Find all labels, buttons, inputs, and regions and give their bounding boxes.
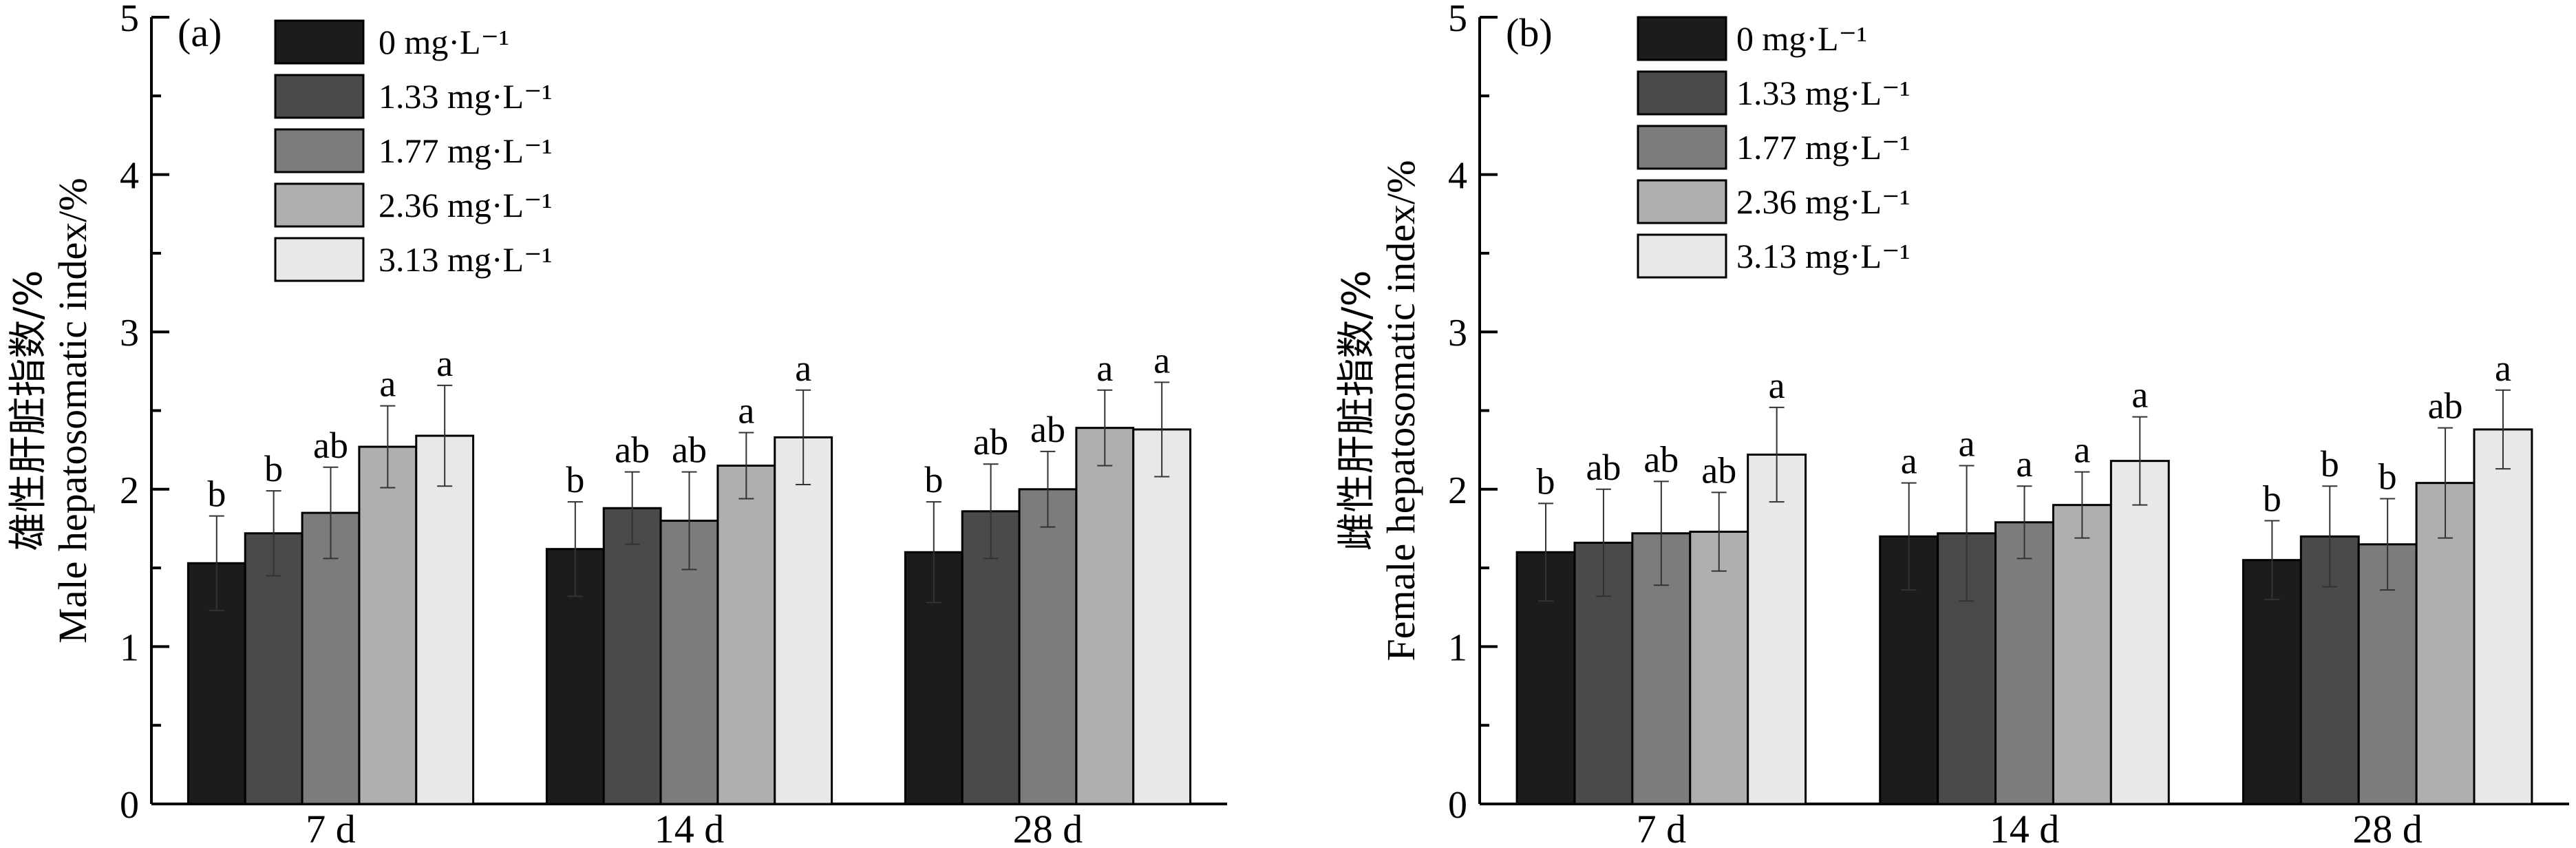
y-axis-label-english: Male hepatosomatic index/% [50,178,95,643]
legend-label: 0 mg·L⁻¹ [379,23,509,61]
x-tick-label: 14 d [1990,807,2060,848]
y-tick-label: 3 [1448,312,1467,354]
significance-letter: ab [1586,447,1621,488]
y-tick-label: 1 [120,626,139,669]
significance-letter: ab [2428,385,2463,427]
significance-letter: ab [973,421,1008,463]
bar [2109,460,2170,805]
y-tick-label: 0 [120,784,139,827]
significance-letter: b [207,474,226,515]
significance-letter: a [2495,348,2511,389]
x-tick-label: 7 d [306,807,356,848]
legend-label: 2.36 mg·L⁻¹ [1736,182,1910,221]
y-axis-label-english: Female hepatosomatic index/% [1379,160,1423,661]
x-tick-label: 7 d [1637,807,1687,848]
bar [358,445,418,805]
y-axis-label-chinese: 雌性肝脏指数/% [1334,270,1379,551]
panel-label: (b) [1506,10,1553,55]
bar [415,434,475,805]
legend-swatch [274,182,365,228]
significance-letter: b [264,448,283,489]
legend-label: 2.36 mg·L⁻¹ [379,186,552,224]
significance-letter: a [1153,339,1170,381]
x-tick-label: 14 d [654,807,725,848]
significance-letter: b [924,459,943,500]
bar [1018,488,1078,805]
legend-swatch [274,128,365,173]
legend-label: 1.77 mg·L⁻¹ [379,131,552,170]
x-tick-label: 28 d [2352,807,2423,848]
significance-letter: b [1537,460,1555,502]
legend-swatch [1637,233,1727,279]
significance-letter: ab [672,430,707,471]
bar [1132,428,1192,805]
significance-letter: ab [1643,438,1679,480]
significance-letter: a [2074,430,2090,471]
significance-letter: a [2016,443,2033,485]
significance-letter: a [1096,348,1113,389]
significance-letter: b [2378,456,2397,498]
bar [1747,454,1807,805]
legend-swatch [1637,179,1727,224]
panel-a: 0 1 2 3 4 5 (a) 雄性肝脏指数/% Male hepatosomatic inde… [6,0,1227,848]
y-tick-label: 3 [120,312,139,354]
bar [244,532,304,805]
legend-label: 1.33 mg·L⁻¹ [379,77,552,116]
bar [961,510,1021,805]
y-tick-label: 2 [1448,469,1467,512]
legend-label: 1.33 mg·L⁻¹ [1736,74,1910,112]
significance-letter: a [2131,374,2148,416]
legend-swatch [274,74,365,119]
significance-letter: b [2263,478,2281,520]
significance-letter: b [2321,443,2339,485]
significance-letter: a [1959,423,1975,465]
bar [2473,428,2533,805]
bar [602,507,662,805]
panel-b: 0 1 2 3 4 5 (b) 雌性肝脏指数/% Female hepatosomatic in… [1334,0,2569,848]
bar [2052,504,2112,805]
significance-letter: ab [1030,409,1065,450]
panel-label: (a) [178,10,222,55]
legend-swatch [1637,125,1727,170]
significance-letter: a [1901,441,1917,482]
bar [2242,559,2302,805]
bar [716,465,776,805]
y-tick-label: 0 [1448,784,1467,827]
bar [1994,521,2054,805]
legend-label: 3.13 mg·L⁻¹ [1736,237,1910,275]
legend-swatch [274,237,365,282]
significance-letter: a [1769,365,1785,406]
bar [1689,531,1749,805]
significance-letter: ab [1701,449,1736,491]
y-tick-label: 5 [1448,0,1467,40]
legend-swatch [274,19,365,65]
significance-letter: a [436,343,453,384]
significance-letter: ab [615,430,650,471]
significance-letter: a [738,390,754,432]
legend-label: 1.77 mg·L⁻¹ [1736,128,1910,167]
y-tick-label: 1 [1448,626,1467,669]
y-axis-label-chinese: 雄性肝脏指数/% [6,270,51,551]
legend-label: 0 mg·L⁻¹ [1736,19,1867,58]
significance-letter: a [379,363,396,405]
y-tick-label: 4 [1448,155,1467,198]
significance-letter: a [795,348,811,389]
y-tick-label: 5 [120,0,139,40]
significance-letter: b [566,459,584,500]
legend-swatch [1637,16,1727,61]
bar [1075,427,1135,805]
y-tick-label: 4 [120,155,139,198]
legend-swatch [1637,70,1727,116]
x-tick-label: 28 d [1013,807,1083,848]
y-tick-label: 2 [120,469,139,512]
bar [301,511,361,805]
legend-label: 3.13 mg·L⁻¹ [379,240,552,279]
bar [774,436,833,805]
significance-letter: ab [313,425,348,466]
